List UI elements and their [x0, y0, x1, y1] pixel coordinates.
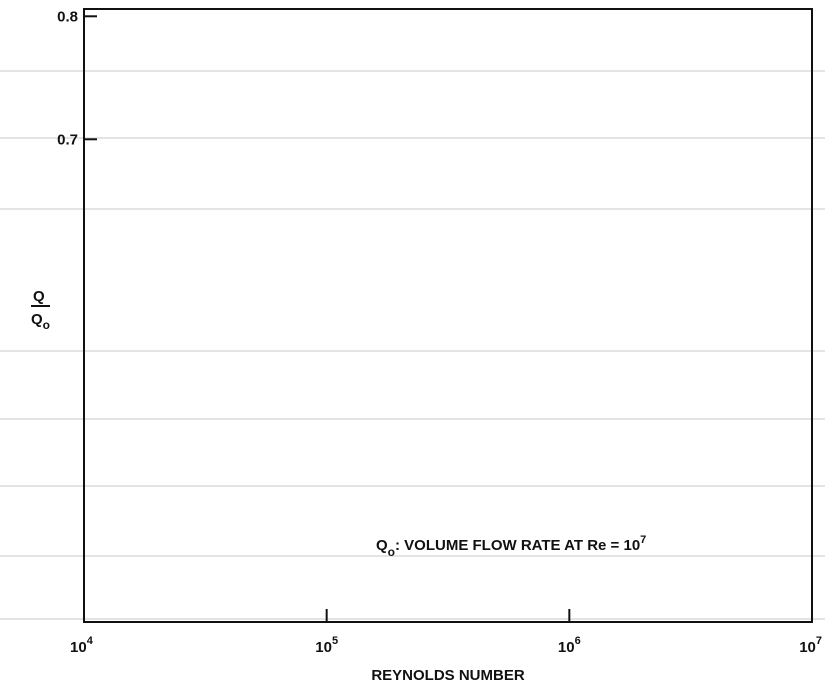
y-axis-title-denominator-symbol: Q — [31, 311, 43, 328]
x-tick-label-exponent: 4 — [87, 635, 94, 647]
x-tick-label-base: 10 — [799, 639, 816, 656]
plot-area-frame — [83, 8, 813, 623]
annotation-volume-flow-rate: Qo: VOLUME FLOW RATE AT Re = 107 — [376, 534, 646, 559]
annotation-text: : VOLUME FLOW RATE AT Re = 10 — [395, 537, 640, 554]
scan-bleed-line — [0, 485, 825, 487]
y-axis-title: Q Qo — [31, 288, 50, 332]
y-tick-label: 0.7 — [57, 131, 78, 148]
x-tick-label-base: 10 — [315, 639, 332, 656]
scan-bleed-line — [0, 137, 825, 139]
y-axis-ticks: 0.70.80.91.0 — [57, 8, 97, 148]
x-tick-label: 105 — [315, 635, 338, 656]
x-tick-label: 106 — [558, 635, 581, 656]
y-axis-title-denominator-subscript: o — [43, 318, 50, 332]
annotation-subscript: o — [388, 545, 395, 559]
x-tick-label-exponent: 7 — [816, 635, 822, 647]
y-axis-title-denominator: Qo — [31, 311, 50, 332]
x-tick-label-base: 10 — [558, 639, 575, 656]
x-tick-label-base: 10 — [70, 639, 87, 656]
x-axis-title: REYNOLDS NUMBER — [371, 667, 525, 684]
scan-bleed-line — [0, 618, 825, 620]
y-tick-label: 0.8 — [57, 8, 78, 25]
x-tick-label: 107 — [799, 635, 822, 656]
scan-bleed-line — [0, 418, 825, 420]
annotation-superscript: 7 — [640, 534, 646, 546]
x-tick-label-exponent: 6 — [575, 635, 581, 647]
x-axis-ticks: 104 105 106 107 — [70, 609, 822, 656]
scan-bleed-line — [0, 350, 825, 352]
scan-bleed-line — [0, 208, 825, 210]
annotation-symbol: Q — [376, 537, 388, 554]
scan-bleed-line — [0, 555, 825, 557]
y-axis-title-numerator: Q — [33, 288, 45, 305]
x-tick-label-exponent: 5 — [332, 635, 338, 647]
x-tick-label: 104 — [70, 635, 94, 656]
scan-bleed-line — [0, 70, 825, 72]
